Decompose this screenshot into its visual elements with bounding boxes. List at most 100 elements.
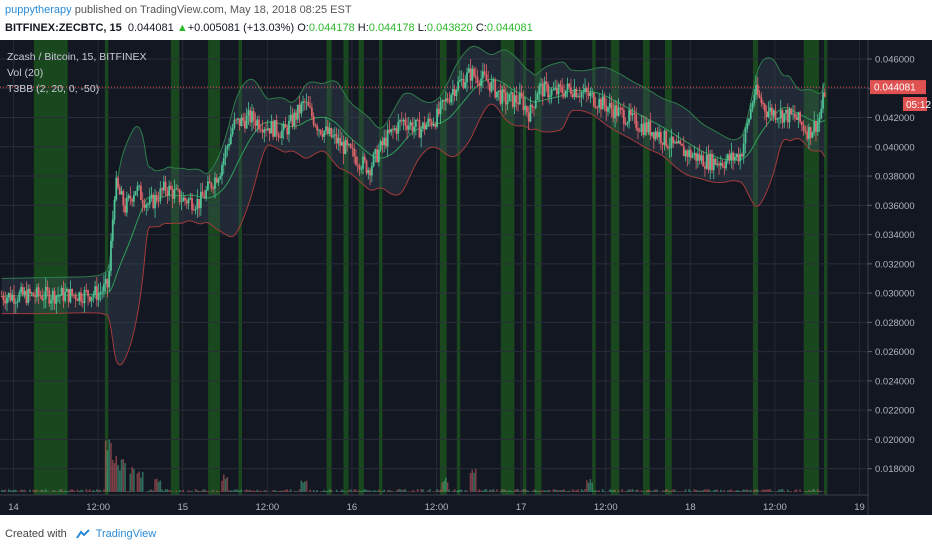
chart-area[interactable]: 0.0460000.0440000.0420000.0400000.038000… [0,40,932,515]
candle-body [460,78,463,81]
volume-bar [520,490,523,492]
candle-body [559,84,562,87]
volume-bar [556,489,558,492]
candle-body [504,92,507,105]
candle-body [748,118,750,124]
volume-bar [728,490,731,492]
candle-body [118,187,121,195]
legend-title: Zcash / Bitcoin, 15, BITFINEX [7,51,146,63]
volume-bar [140,477,142,492]
volume-bar [69,489,72,492]
candle-body [388,129,391,133]
candle-body [704,166,706,169]
volume-bar [755,489,757,492]
candle-body [367,170,370,174]
volume-bar [496,489,498,492]
volume-bar [608,489,611,492]
highlight-band [238,40,242,495]
candle-body [698,154,701,161]
volume-bar [351,491,354,492]
author-link[interactable]: puppytherapy [5,4,72,16]
volume-bar [411,490,414,492]
time-axis[interactable]: 14 12:00 15 12:00 16 12:00 17 12:00 18 12:00 19 [8,502,865,513]
volume-bar [531,490,534,492]
price-axis[interactable]: 0.0460000.0440000.0420000.0400000.038000… [868,55,915,476]
volume-bar [702,490,704,492]
volume-bar [457,490,459,492]
tradingview-brand-link[interactable]: TradingView [95,528,157,540]
candle-body [411,122,414,132]
volume-bar [32,489,35,492]
volume-bar [806,491,808,492]
close-label: C: [475,22,487,34]
volume-bar [356,491,359,492]
volume-bar [164,489,167,492]
candle-body [543,81,546,97]
volume-bar [41,489,44,492]
volume-bar [230,490,232,492]
candle-body [749,108,752,119]
time-tick-label: 19 [854,502,865,513]
candle-body [772,110,775,116]
candle-body [36,287,38,297]
volume-bar [538,490,541,492]
candle-body [763,104,766,112]
volume-bar [155,478,158,492]
volume-bar [20,489,22,492]
candle-body [99,292,102,294]
volume-bar [522,489,525,492]
candle-body [474,75,477,78]
candle-body [9,293,12,301]
candle-body [379,141,382,151]
candle-body [147,204,149,206]
candle-body [266,128,269,131]
volume-bar [436,489,438,492]
bollinger-bands [0,45,868,366]
candle-body [279,136,282,138]
candle-body [185,200,188,204]
volume-bar [617,490,620,492]
time-tick-label: 12:00 [763,502,787,513]
candle-body [714,158,717,165]
candle-body [314,124,317,127]
candle-body [113,199,116,220]
candle-body [296,104,299,120]
volume-bar [203,489,206,492]
candle-body [159,188,162,202]
volume-bar [103,489,105,492]
candle-body [20,287,22,293]
candle-body [427,118,430,125]
candle-body [510,92,512,94]
candle-body [800,122,803,125]
volume-bar [249,489,252,492]
candle-body [372,154,375,167]
volume-bar [224,478,227,492]
volume-bar [349,489,352,492]
price-tick-label: 0.018000 [875,464,915,475]
price-tick-label: 0.046000 [875,55,915,66]
candle-body [138,185,141,187]
candle-body [173,189,176,199]
volume-bar [358,490,361,492]
candle-body [131,199,134,202]
candle-body [811,132,814,138]
candle-body [672,136,675,144]
candle-body [2,296,5,301]
candle-body [0,296,3,297]
candle-body [453,89,456,96]
volume-bar [494,491,496,492]
candle-body [691,155,694,158]
close-value: 0.044081 [486,22,533,34]
chart-canvas[interactable]: 0.0460000.0440000.0420000.0400000.038000… [0,40,932,515]
volume-bar [786,489,789,492]
candle-body [358,165,361,170]
candle-body [642,123,645,135]
candle-body [592,92,595,107]
candle-body [584,88,586,92]
volume-bar [374,490,377,492]
volume-bar [707,489,710,492]
volume-bar [459,489,461,492]
volume-bar [233,489,236,492]
candle-body [781,110,784,123]
candle-body [69,288,72,303]
